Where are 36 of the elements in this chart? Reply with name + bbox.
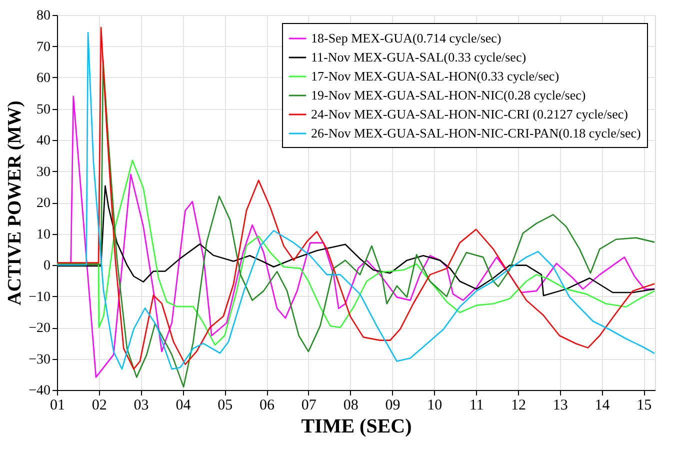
x-tick-label: 03: [134, 398, 149, 414]
x-tick-label: 05: [218, 398, 233, 414]
legend-label: 26-Nov MEX-GUA-SAL-HON-NIC-CRI-PAN(0.18 cycle/sec): [311, 126, 641, 140]
y-tick-label: 40: [36, 134, 50, 148]
legend-label: 24-Nov MEX-GUA-SAL-HON-NIC-CRI (0.2127 cycle/sec): [311, 106, 628, 122]
x-tick-label: 11: [469, 398, 484, 414]
legend-label: 11-Nov MEX-GUA-SAL(0.33 cycle/sec): [311, 50, 526, 64]
x-tick-label: 01: [50, 398, 65, 414]
y-tick-label: 80: [36, 8, 50, 24]
y-tick-label: 20: [36, 196, 50, 211]
x-tick-label: 10: [427, 398, 442, 414]
y-tick-label: −40: [28, 384, 50, 398]
legend-label: 18-Sep MEX-GUA(0.714 cycle/sec): [311, 30, 502, 46]
y-tick-label: −30: [28, 352, 50, 368]
x-tick-label: 06: [260, 398, 276, 414]
x-tick-label: 02: [92, 398, 107, 414]
legend-label: 19-Nov MEX-GUA-SAL-HON-NIC(0.28 cycle/sec): [311, 88, 586, 102]
y-tick-label: 30: [36, 164, 50, 180]
x-tick-label: 09: [385, 398, 400, 414]
y-tick-label: −20: [28, 321, 50, 336]
x-tick-label: 14: [594, 398, 610, 414]
y-tick-label: −10: [28, 290, 50, 305]
y-tick-label: 60: [36, 71, 50, 86]
x-tick-label: 12: [510, 398, 526, 414]
legend-label: 17-Nov MEX-GUA-SAL-HON(0.33 cycle/sec): [311, 68, 560, 84]
y-tick-label: 70: [36, 40, 50, 55]
x-tick-label: 13: [552, 398, 568, 414]
y-axis-title: ACTIVE POWER (MW): [4, 100, 26, 306]
x-axis-title: TIME (SEC): [301, 416, 412, 438]
y-tick-label: 0: [44, 258, 50, 274]
x-tick-label: 15: [636, 398, 652, 414]
y-tick-label: 50: [36, 102, 50, 118]
x-tick-label: 07: [301, 398, 317, 414]
x-tick-label: 08: [343, 398, 358, 414]
y-tick-label: 10: [36, 227, 50, 242]
x-tick-label: 04: [176, 398, 192, 414]
